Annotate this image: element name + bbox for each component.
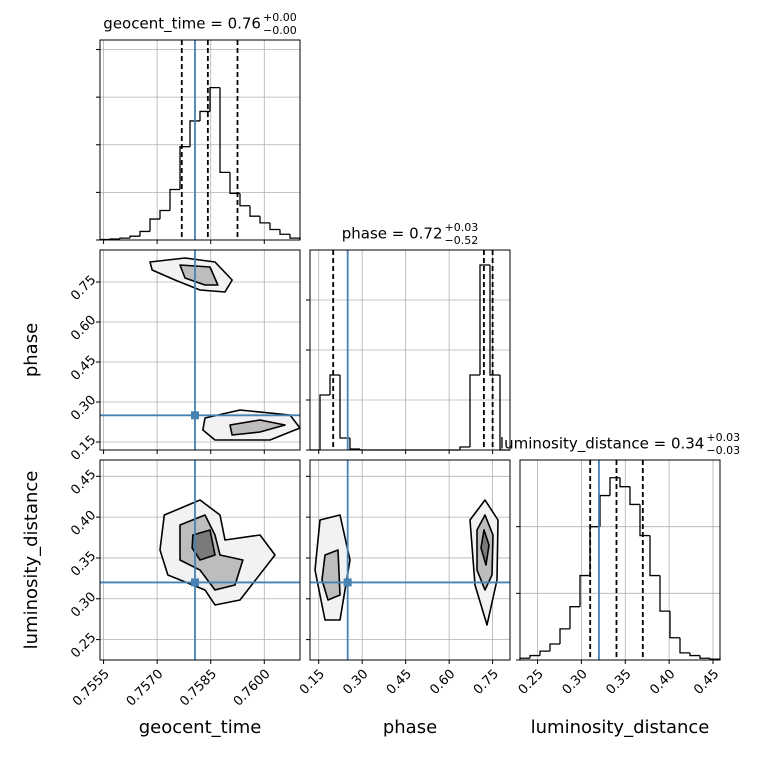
hist-step [219, 87, 230, 174]
hist-step [259, 216, 270, 224]
title-lower: −0.03 [706, 444, 740, 457]
hist-step [489, 265, 500, 376]
x-axis-label: phase [383, 717, 437, 738]
hist-step [209, 86, 220, 112]
contour [191, 529, 216, 561]
hist-step [689, 652, 700, 657]
hist-step [199, 110, 210, 121]
hist-step [289, 234, 301, 240]
hist-step [619, 477, 630, 488]
y-tick-label: 0.15 [68, 433, 99, 464]
hist-step [679, 637, 690, 654]
x-tick-label: 0.15 [297, 667, 328, 698]
hist-step [699, 655, 710, 659]
y-tick-label: 0.25 [68, 630, 99, 661]
hist-step [269, 222, 280, 231]
x-axis-label: geocent_time [139, 717, 262, 738]
panel-frame [309, 249, 511, 451]
hist-step [189, 120, 200, 147]
hist-step [649, 535, 660, 577]
hist-step [469, 374, 480, 447]
y-tick-label: 0.40 [68, 508, 99, 539]
panel-title: geocent_time = 0.76 [103, 15, 261, 34]
hist-step [459, 446, 470, 450]
x-tick-label: 0.75 [471, 667, 502, 698]
x-tick-label: 0.25 [516, 667, 547, 698]
y-tick-label: 0.45 [68, 467, 99, 498]
hist-step [169, 188, 180, 211]
hist-step [599, 494, 610, 527]
contour [229, 419, 286, 436]
panel-frame [99, 249, 301, 451]
hist-step [249, 205, 260, 217]
x-tick-label: 0.45 [691, 667, 722, 698]
y-tick-label: 0.45 [68, 353, 99, 384]
hist-step [139, 230, 150, 237]
x-tick-label: 0.7600 [231, 667, 274, 710]
hist-step [149, 218, 160, 232]
title-upper: +0.00 [263, 11, 297, 24]
hist-step [659, 575, 670, 612]
x-tick-label: 0.7555 [70, 667, 113, 710]
hist-step [179, 146, 190, 190]
contour [480, 529, 490, 566]
contour [179, 264, 219, 286]
hist-step [529, 654, 540, 659]
truth-point [343, 578, 352, 587]
x-tick-label: 0.60 [427, 667, 458, 698]
hist-step [609, 477, 620, 496]
title-lower: −0.52 [445, 234, 479, 247]
hist-step [479, 264, 490, 375]
hist-step [319, 394, 330, 450]
x-tick-label: 0.30 [340, 667, 371, 698]
title-lower: −0.00 [263, 24, 297, 37]
hist-step [639, 504, 650, 537]
x-tick-label: 0.35 [603, 667, 634, 698]
hist-step [329, 374, 340, 395]
panel-title: luminosity_distance = 0.34 [500, 435, 704, 454]
x-tick-label: 0.40 [647, 667, 678, 698]
panel-frame [99, 39, 301, 241]
x-tick-label: 0.7585 [177, 667, 220, 710]
y-tick-label: 0.30 [68, 589, 99, 620]
y-tick-label: 0.35 [68, 549, 99, 580]
panel-title: phase = 0.72 [342, 225, 443, 243]
y-axis-label: phase [21, 323, 42, 377]
x-tick-label: 0.30 [560, 667, 591, 698]
hist-step [229, 172, 240, 194]
hist-step [119, 237, 130, 240]
panel-frame [309, 459, 511, 661]
y-tick-label: 0.75 [68, 273, 99, 304]
hist-step [349, 438, 360, 450]
panel-frame [99, 459, 301, 661]
y-tick-label: 0.30 [68, 393, 99, 424]
title-upper: +0.03 [706, 431, 740, 444]
panel-frame [519, 459, 721, 661]
hist-step [579, 574, 590, 607]
x-tick-label: 0.45 [384, 667, 415, 698]
hist-step [339, 375, 350, 439]
y-axis-label: luminosity_distance [21, 471, 42, 650]
title-upper: +0.03 [445, 221, 479, 234]
hist-step [549, 643, 560, 652]
hist-step [539, 650, 550, 656]
hist-step [569, 606, 580, 629]
hist-step [159, 209, 170, 220]
hist-step [559, 628, 570, 644]
x-axis-label: luminosity_distance [531, 717, 710, 738]
x-tick-label: 0.7570 [124, 667, 167, 710]
hist-step [239, 193, 250, 207]
hist-step [669, 611, 680, 639]
hist-step [129, 235, 140, 239]
truth-point [191, 411, 199, 420]
truth-point [191, 578, 199, 587]
y-tick-label: 0.60 [68, 313, 99, 344]
hist-step [629, 486, 640, 506]
contour [321, 549, 341, 601]
hist-step [279, 229, 290, 235]
